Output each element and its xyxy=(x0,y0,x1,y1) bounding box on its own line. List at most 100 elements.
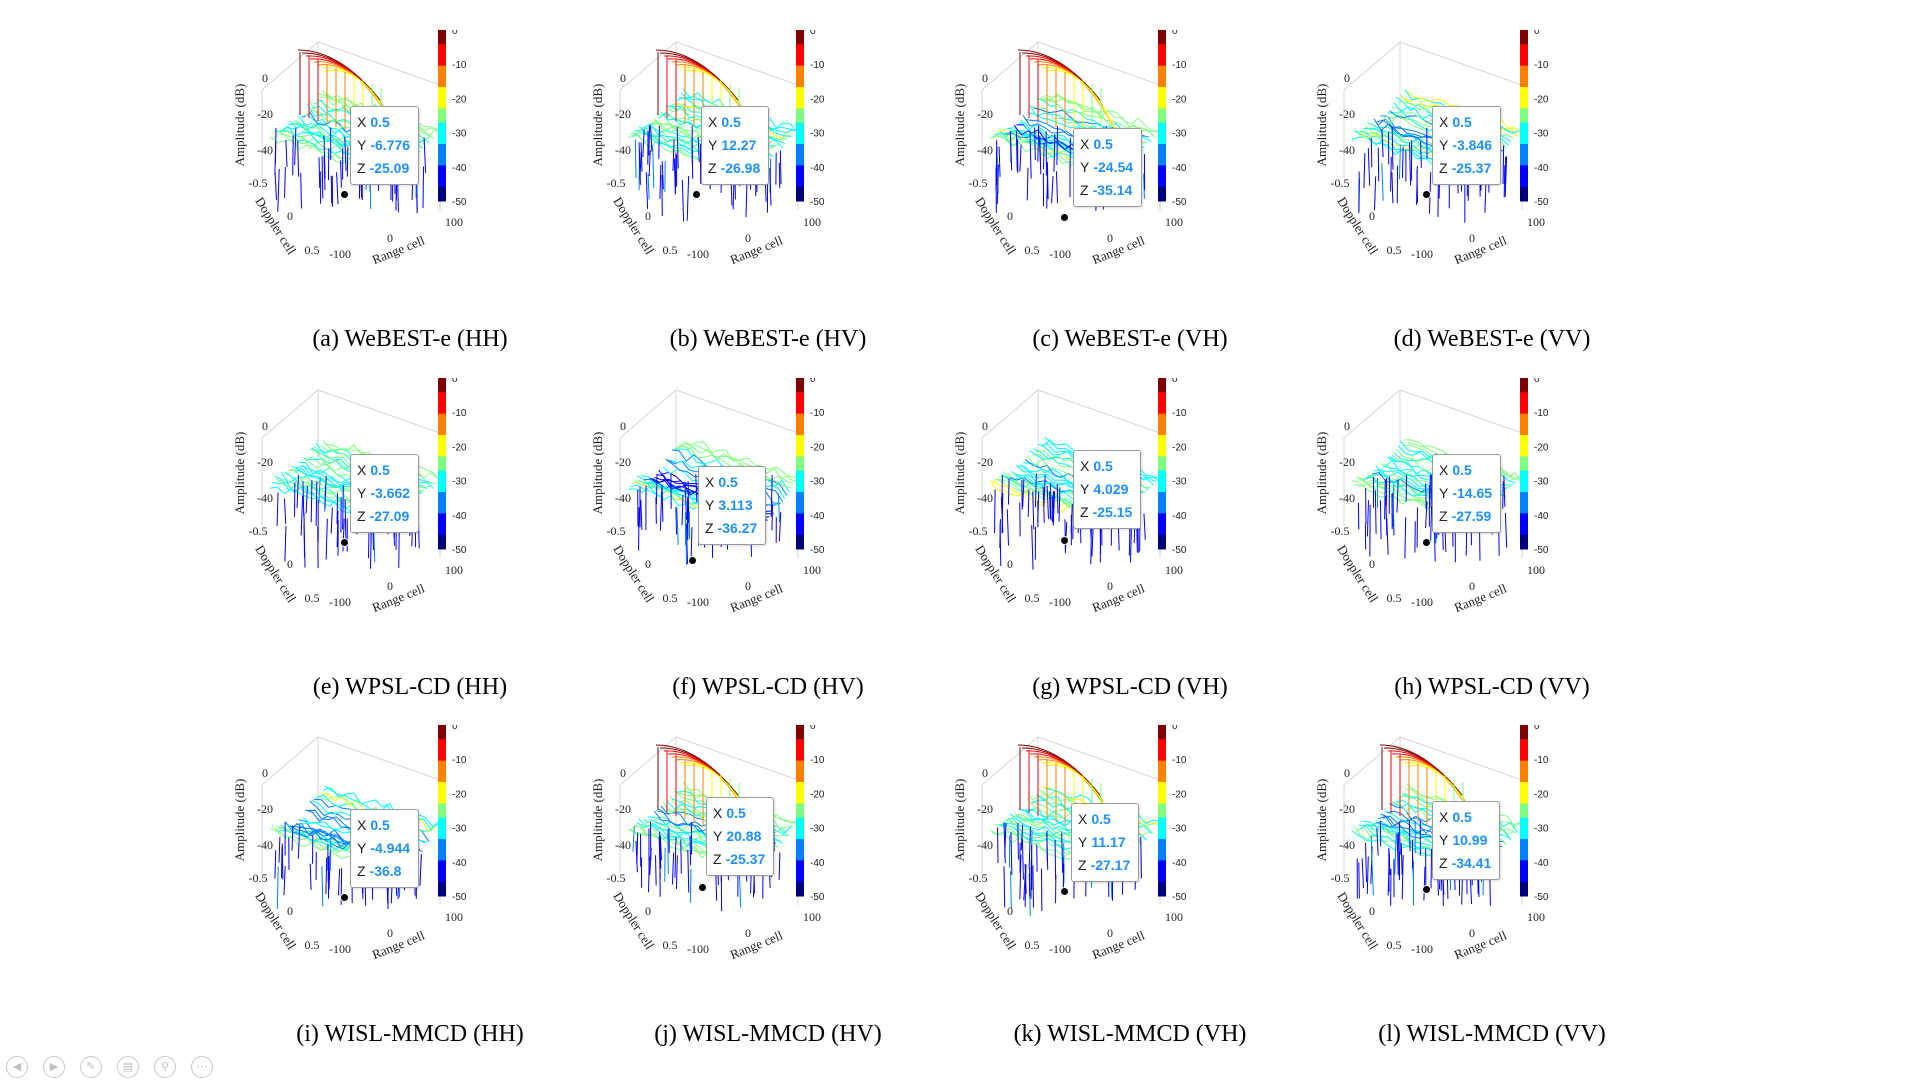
figure-panel: Amplitude (dB) 0 -20 -40 -0.5 0 0.5 Doppler cel… xyxy=(1312,30,1672,352)
datatip-value: 0.5 xyxy=(370,114,390,130)
colorbar-segment xyxy=(1520,129,1528,138)
range-tick-label: 100 xyxy=(1527,910,1545,924)
colorbar-segment xyxy=(1158,881,1166,890)
colorbar-segment xyxy=(438,94,446,102)
colorbar-segment xyxy=(1158,129,1166,138)
floor-line xyxy=(1365,842,1368,883)
colorbar-segment xyxy=(1520,37,1528,45)
colorbar-segment xyxy=(438,442,446,450)
doppler-axis-label: Doppler cell xyxy=(972,889,1019,952)
colorbar-segment xyxy=(796,541,804,550)
floor-line xyxy=(996,164,999,205)
floor-line xyxy=(640,142,643,172)
datatip-row: Y -6.776 xyxy=(357,134,410,157)
floor-line xyxy=(1015,130,1018,171)
floor-line xyxy=(1404,517,1407,559)
figure-panel: Amplitude (dB) 0 -20 -40 -0.5 0 0.5 Doppler cel… xyxy=(950,378,1310,700)
floor-line xyxy=(1056,126,1059,166)
colorbar-segment xyxy=(1520,774,1528,783)
colorbar-segment xyxy=(796,739,804,747)
datatip-value: 0.5 xyxy=(726,805,746,821)
colorbar-segment xyxy=(438,796,446,804)
doppler-tick-label: -0.5 xyxy=(607,524,626,538)
floor-line xyxy=(1055,171,1059,204)
z-axis-label: Amplitude (dB) xyxy=(952,84,967,167)
floor-line xyxy=(778,162,781,189)
colorbar-segment xyxy=(438,413,446,422)
colorbar-segment xyxy=(1520,796,1528,804)
colorbar-segment xyxy=(1158,179,1166,188)
colorbar-segment xyxy=(1520,427,1528,436)
colorbar-segment xyxy=(1158,520,1166,529)
floor-line xyxy=(300,173,302,209)
colorbar-segment xyxy=(1158,413,1166,422)
floor-line xyxy=(330,507,333,534)
colorbar-segment xyxy=(438,824,446,833)
floor-line xyxy=(1022,479,1025,507)
colorbar-segment xyxy=(1158,136,1166,145)
colorbar-segment xyxy=(438,144,446,152)
floor-line xyxy=(1007,478,1010,505)
colorbar-segment xyxy=(1158,853,1166,861)
slides-icon[interactable]: ▤ xyxy=(117,1056,139,1078)
range-tick-label: 0 xyxy=(1469,579,1475,593)
floor-line xyxy=(667,829,669,875)
datatip-value: -35.14 xyxy=(1092,182,1133,198)
colorbar-segment xyxy=(438,839,446,847)
colorbar-segment xyxy=(438,484,446,493)
colorbar-tick-label: 0 xyxy=(810,725,816,732)
colorbar-segment xyxy=(1520,492,1528,500)
panel-caption: (c) WeBEST-e (VH) xyxy=(1032,326,1228,352)
previous-slide-icon[interactable]: ◀ xyxy=(6,1056,28,1078)
colorbar-segment xyxy=(438,101,446,109)
more-options-icon[interactable]: ⋯ xyxy=(191,1056,213,1078)
floor-line xyxy=(1009,131,1013,171)
range-tick-label: 0 xyxy=(1107,926,1113,940)
colorbar-segment xyxy=(1158,44,1166,52)
doppler-tick-label: 0 xyxy=(645,557,651,571)
floor-line xyxy=(1037,125,1040,162)
colorbar-tick-label: -30 xyxy=(452,129,467,140)
range-axis-label: Range cell xyxy=(370,232,427,267)
range-tick-label: -100 xyxy=(687,247,709,261)
range-axis-label: Range cell xyxy=(370,927,427,962)
colorbar-segment xyxy=(1520,760,1528,769)
colorbar-segment xyxy=(438,420,446,429)
datatip-key: Z xyxy=(1439,160,1448,176)
floor-line xyxy=(674,837,677,878)
zoom-icon[interactable]: ⚲ xyxy=(154,1056,176,1078)
colorbar-segment xyxy=(1158,513,1166,521)
colorbar-segment xyxy=(438,385,446,393)
colorbar-segment xyxy=(1158,746,1166,754)
floor-line xyxy=(294,128,297,166)
datatip-row: X 0.5 xyxy=(1439,111,1492,134)
colorbar-tick-label: -20 xyxy=(1172,442,1187,453)
floor-line xyxy=(1042,486,1045,523)
colorbar-segment xyxy=(438,732,446,740)
pen-icon[interactable]: ✎ xyxy=(80,1056,102,1078)
datatip-value: -36.27 xyxy=(717,520,758,536)
z-tick-label: 0 xyxy=(982,71,988,85)
datatip: X 0.5 Y 3.113 Z -36.27 xyxy=(698,466,767,545)
colorbar-segment xyxy=(1520,94,1528,102)
colorbar-segment xyxy=(796,44,804,52)
colorbar-segment xyxy=(438,874,446,883)
floor-line xyxy=(274,127,277,164)
datatip-value: -36.8 xyxy=(369,863,402,879)
floor-line xyxy=(1128,525,1131,556)
colorbar-segment xyxy=(438,803,446,811)
colorbar-segment xyxy=(438,846,446,854)
floor-line xyxy=(1423,866,1426,901)
doppler-tick-label: -0.5 xyxy=(249,871,268,885)
floor-line xyxy=(1409,142,1412,186)
datatip: X 0.5 Y 11.17 Z -27.17 xyxy=(1071,803,1140,882)
colorbar-segment xyxy=(1158,435,1166,443)
floor-line xyxy=(1416,170,1419,203)
figure-panel: Amplitude (dB) 0 -20 -40 -0.5 0 0.5 Doppler cel… xyxy=(950,30,1310,352)
floor-line xyxy=(648,150,651,177)
floor-line xyxy=(1056,484,1059,514)
floor-line xyxy=(680,839,682,874)
next-slide-icon[interactable]: ▶ xyxy=(43,1056,65,1078)
colorbar-segment xyxy=(1158,817,1166,826)
colorbar-segment xyxy=(796,874,804,883)
